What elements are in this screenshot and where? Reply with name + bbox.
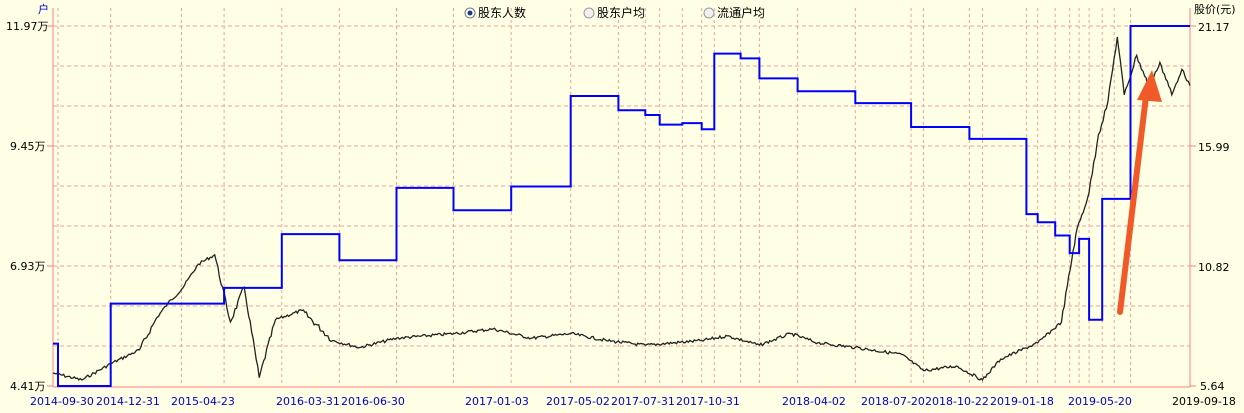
grid-lines [53, 8, 1190, 386]
x-tick-label: 2016-06-30 [341, 395, 405, 408]
x-tick-label: 2016-03-31 [276, 395, 340, 408]
x-tick-label: 2015-04-23 [171, 395, 235, 408]
tab-float-avg[interactable]: 流通户均 [703, 5, 765, 20]
right-tick-label: 21.17 [1198, 21, 1230, 34]
x-tick-label: 2017-10-31 [676, 395, 740, 408]
x-tick-label: 2017-05-02 [546, 395, 610, 408]
x-tick-label: 2019-05-20 [1068, 395, 1132, 408]
tab-label: 流通户均 [717, 5, 765, 20]
x-tick-label: 2019-09-18 [1172, 395, 1236, 408]
left-axis-ticks: 11.97万 9.45万 6.93万 4.41万 [6, 20, 53, 393]
tab-avg-holding[interactable]: 股东户均 [583, 5, 645, 20]
trend-arrow-annotation [1117, 70, 1162, 315]
x-tick-label: 2017-01-03 [465, 395, 529, 408]
right-tick-label: 15.99 [1198, 141, 1230, 154]
left-unit-label: 户 [38, 2, 49, 16]
x-tick-label: 2018-10-22 [925, 395, 989, 408]
left-tick-label: 4.41万 [10, 380, 46, 393]
radio-selected-dot [467, 10, 473, 16]
x-tick-label: 2014-09-30 [30, 395, 94, 408]
plot-area [53, 26, 1190, 386]
tab-label: 股东人数 [478, 5, 526, 20]
radio-icon [703, 7, 715, 19]
left-tick-label: 6.93万 [10, 260, 46, 273]
right-axis-ticks: 21.17 15.99 10.82 5.64 [1190, 21, 1230, 393]
holders-step-line [53, 25, 1190, 387]
tab-holder-count[interactable]: 股东人数 [464, 5, 526, 20]
x-tick-label: 2018-04-02 [782, 395, 846, 408]
radio-icon [583, 7, 595, 19]
tab-label: 股东户均 [597, 5, 645, 20]
x-tick-label: 2014-12-31 [96, 395, 160, 408]
right-tick-label: 10.82 [1198, 261, 1230, 274]
x-tick-label: 2019-01-18 [990, 395, 1054, 408]
x-tick-label: 2018-07-20 [861, 395, 925, 408]
x-axis-ticks: 2014-09-30 2014-12-31 2015-04-23 2016-03… [30, 395, 1236, 408]
x-tick-label: 2017-07-31 [611, 395, 675, 408]
left-tick-label: 9.45万 [10, 140, 46, 153]
left-tick-label: 11.97万 [6, 20, 49, 33]
right-unit-label: 股价(元) [1194, 3, 1236, 16]
right-tick-label: 5.64 [1200, 380, 1225, 393]
